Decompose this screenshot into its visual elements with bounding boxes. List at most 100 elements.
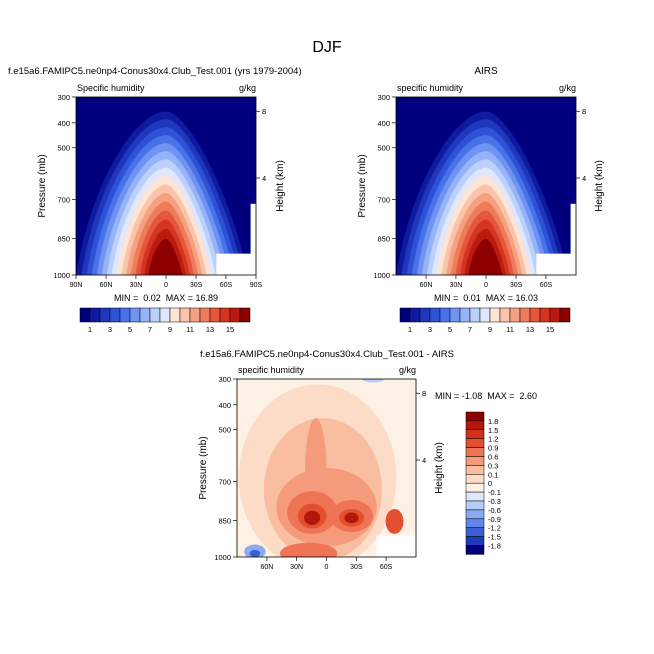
panel-diff-x-tick-label: 30S (350, 564, 363, 571)
panel-model-ylabel: Pressure (mb) (37, 154, 48, 217)
panel-diff-height-tick-label: 8 (422, 389, 426, 398)
colorbar-model-swatch (119, 307, 131, 323)
panel-model-x-tick-label: 30S (190, 282, 203, 289)
colorbar-airs-label: 5 (448, 325, 452, 334)
panel-diff-x-tick-label: 60N (260, 564, 273, 571)
colorbar-airs-label: 1 (408, 325, 412, 334)
colorbar-model-swatch (189, 307, 201, 323)
colorbar-airs-swatch (439, 307, 451, 323)
panel-model-missing-mask (250, 203, 256, 275)
colorbar-diff-label: -0.1 (488, 488, 501, 497)
colorbar-diff: 1.81.51.20.90.60.30.10-0.1-0.3-0.6-0.9-1… (465, 411, 501, 555)
colorbar-diff-label: -1.5 (488, 533, 501, 542)
panel-airs-height-tick-label: 8 (582, 107, 586, 116)
colorbar-airs-swatch (449, 307, 461, 323)
colorbar-model-label: 3 (108, 325, 112, 334)
colorbar-diff-swatch (465, 491, 485, 502)
colorbar-model-swatch (109, 307, 121, 323)
panel-model-x-tick-label: 0 (164, 282, 168, 289)
colorbar-airs-swatch (529, 307, 541, 323)
panel-diff-height-ticks: 84 (416, 389, 426, 465)
colorbar-model-swatch (89, 307, 101, 323)
colorbar-model-label: 5 (128, 325, 132, 334)
colorbar-diff-swatch (465, 438, 485, 448)
panel-diff-y-tick-label: 700 (218, 477, 231, 486)
colorbar-model-swatch (169, 307, 181, 323)
colorbar-diff-swatch (465, 509, 485, 520)
panel-model-height-tick-label: 4 (262, 174, 266, 183)
panel-model-y-ticks: 300 400 500 700 850 1000 (53, 93, 76, 280)
panel-model-y-tick-label: 500 (57, 144, 70, 153)
colorbar-airs-label: 11 (506, 325, 514, 334)
colorbar-diff-swatch (465, 420, 485, 431)
colorbar-model-label: 15 (226, 325, 234, 334)
panel-diff-contour-level (385, 508, 404, 534)
panel-diff-height-tick-label: 4 (422, 456, 426, 465)
panel-airs-x-tick-label: 60S (540, 282, 553, 289)
colorbar-diff-swatch (465, 500, 485, 511)
panel-diff-contour-level (362, 379, 384, 383)
panel-diff-y-tick-label: 1000 (214, 553, 231, 562)
panel-model-contour-level (148, 238, 183, 275)
panel-model-x-tick-label: 90S (250, 282, 263, 289)
panel-model-y-tick-label: 1000 (53, 271, 70, 280)
panel-diff-x-ticks: 60N 30N 0 30S 60S (260, 557, 393, 571)
panel-airs-x-ticks: 60N 30N 0 30S 60S (420, 275, 553, 289)
colorbar-model-swatch (199, 307, 211, 323)
panel-diff-y-tick-label: 500 (218, 426, 231, 435)
panel-diff-contour-level (279, 542, 338, 557)
colorbar-diff-label: 0.6 (488, 453, 498, 462)
panel-airs-y-tick-label: 400 (377, 119, 390, 128)
colorbar-diff-label: -0.6 (488, 506, 501, 515)
panel-model-ylabel-right: Height (km) (275, 160, 286, 212)
colorbar-diff-label: -0.3 (488, 497, 501, 506)
colorbar-diff-swatch (465, 518, 485, 528)
colorbar-diff-swatch (465, 447, 485, 457)
panel-model-missing-mask (216, 253, 256, 275)
panel-airs-y-ticks: 300 400 500 700 850 1000 (373, 93, 396, 280)
panel-airs-missing-mask (570, 203, 576, 275)
colorbar-diff-label: 1.2 (488, 435, 498, 444)
colorbar-diff-label: 0 (488, 479, 492, 488)
colorbar-model-label: 9 (168, 325, 172, 334)
colorbar-airs-swatch (419, 307, 431, 323)
colorbar-diff-swatch (465, 482, 485, 493)
panel-diff-x-tick-label: 60S (380, 564, 393, 571)
panel-model-stats: MIN = 0.02 MAX = 16.89 (114, 293, 218, 303)
colorbar-model-swatch (79, 307, 91, 323)
colorbar-model-swatch (149, 307, 161, 323)
panel-diff-contour-level (344, 512, 359, 524)
colorbar-airs-label: 7 (468, 325, 472, 334)
panel-model-x-tick-label: 60N (100, 282, 113, 289)
panel-airs-x-tick-label: 30N (450, 282, 463, 289)
panel-airs-x-tick-label: 30S (510, 282, 523, 289)
colorbar-diff-label: 0.1 (488, 470, 498, 479)
panel-model-title: f.e15a6.FAMIPC5.ne0np4-Conus30x4.Club_Te… (8, 66, 302, 77)
panel-diff-contour-level (249, 549, 261, 557)
panel-model-y-tick-label: 700 (57, 195, 70, 204)
panel-diff-y-tick-label: 850 (218, 517, 231, 526)
panel-airs-y-tick-label: 850 (377, 235, 390, 244)
colorbar-airs-swatch (519, 307, 531, 323)
panel-airs-ylabel: Pressure (mb) (357, 154, 368, 217)
panel-diff-ylabel: Pressure (mb) (198, 436, 209, 499)
colorbar-model-label: 7 (148, 325, 152, 334)
colorbar-airs-swatch (409, 307, 421, 323)
colorbar-airs-swatch (479, 307, 491, 323)
colorbar-airs-swatch (459, 307, 471, 323)
panel-airs-stats: MIN = 0.01 MAX = 16.03 (434, 293, 538, 303)
colorbar-model-swatch (229, 307, 241, 323)
colorbar-diff-swatch (465, 474, 485, 484)
panel-airs-contour-level (468, 238, 503, 275)
panel-airs-height-ticks: 84 (576, 107, 586, 183)
panel-airs-y-tick-label: 1000 (373, 271, 390, 280)
panel-airs-missing-mask (536, 253, 576, 275)
panel-model-y-tick-label: 850 (57, 235, 70, 244)
colorbar-diff-swatch (465, 527, 485, 537)
panel-diff: f.e15a6.FAMIPC5.ne0np4-Conus30x4.Club_Te… (198, 349, 537, 571)
panel-model-x-tick-label: 30N (130, 282, 143, 289)
colorbar-model-swatch (209, 307, 221, 323)
colorbar-diff-label: -0.9 (488, 515, 501, 524)
colorbar-model-swatch (239, 307, 251, 323)
